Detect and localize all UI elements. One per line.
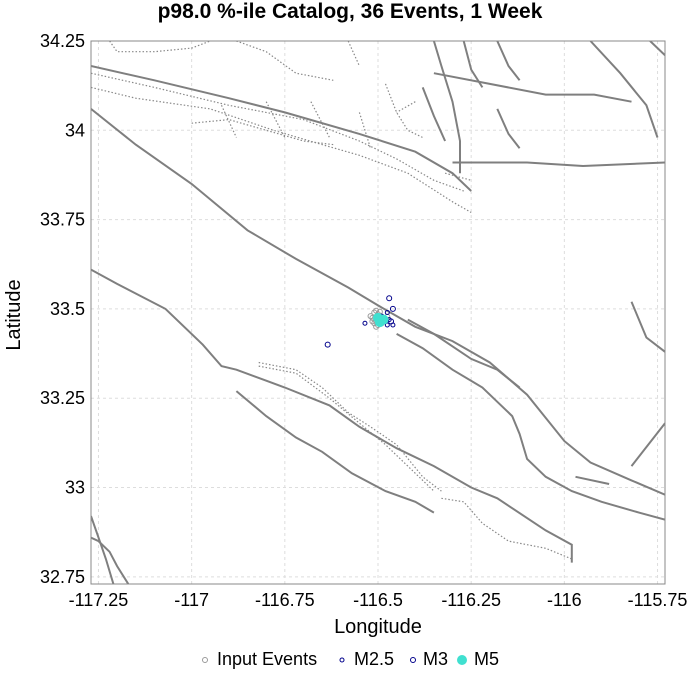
fault-dotted	[258, 361, 442, 492]
y-tick-label: 32.75	[40, 567, 85, 587]
x-tick-label: -116.75	[255, 590, 315, 610]
fault-line	[407, 318, 521, 389]
fault-dotted	[109, 41, 211, 53]
y-tick-label: 34.25	[40, 31, 85, 51]
fault-line	[433, 72, 632, 103]
x-tick-label: -116	[547, 590, 582, 610]
y-axis-label: Latitude	[3, 279, 25, 350]
fault-dotted	[91, 72, 464, 192]
fault-dotted	[384, 83, 423, 139]
fault-line	[91, 108, 665, 496]
fault-line	[396, 333, 665, 521]
m3-legend-marker	[410, 657, 416, 663]
m3-point	[389, 305, 396, 312]
fault-line	[630, 422, 665, 467]
m5-legend-label: M5	[474, 649, 499, 669]
fault-dotted	[236, 41, 334, 81]
chart-title: p98.0 %-ile Catalog, 36 Events, 1 Week	[158, 0, 543, 23]
x-tick-label: -117	[174, 590, 209, 610]
m5-legend-marker	[457, 655, 467, 665]
fault-line	[649, 41, 665, 57]
fault-line	[91, 536, 130, 584]
fault-line	[462, 41, 484, 88]
fault-line	[496, 108, 521, 149]
grid-lines	[91, 40, 665, 584]
fault-line	[630, 301, 665, 353]
fault-line	[575, 475, 610, 485]
fault-line	[91, 515, 115, 584]
x-tick-label: -116.25	[441, 590, 501, 610]
y-tick-labels: 32.75 33 33.25 33.5 33.75 34 34.25	[40, 31, 85, 587]
input-point	[367, 313, 374, 320]
fault-line	[421, 87, 447, 142]
m25-point	[384, 322, 390, 328]
m3-point	[324, 341, 331, 348]
legend: Input Events M2.5 M3 M5	[202, 649, 499, 669]
fault-dotted	[358, 112, 372, 149]
y-tick-label: 34	[65, 120, 85, 140]
fault-line	[496, 41, 521, 81]
fault-dotted	[220, 105, 237, 138]
fault-lines	[91, 41, 665, 584]
y-tick-label: 33.5	[50, 299, 85, 319]
fault-line	[235, 390, 435, 514]
fault-line	[91, 65, 472, 192]
m25-point	[384, 310, 390, 315]
fault-dotted	[258, 365, 435, 492]
x-tick-label: -116.5	[353, 590, 403, 610]
fault-line	[589, 41, 659, 138]
fault-dotted	[396, 101, 416, 113]
fault-dotted	[265, 101, 286, 138]
m25-point	[362, 320, 368, 326]
m3-point	[388, 318, 395, 325]
fault-line	[452, 161, 665, 168]
fault-dotted	[91, 86, 472, 214]
event-points	[324, 295, 396, 348]
input-legend-label: Input Events	[217, 649, 317, 669]
y-tick-label: 33	[65, 478, 85, 498]
m25-legend-marker	[339, 657, 345, 663]
x-tick-labels: -117.25 -117 -116.75 -116.5 -116.25 -116 -115.…	[69, 590, 688, 610]
fault-dotted	[441, 497, 573, 560]
m25-legend-label: M2.5	[354, 649, 394, 669]
fault-line	[432, 41, 461, 174]
fault-dotted	[191, 118, 334, 146]
fault-line	[91, 268, 573, 563]
m5-point	[378, 314, 389, 325]
x-tick-label: -115.75	[628, 590, 688, 610]
m3-legend-label: M3	[423, 649, 448, 669]
x-tick-label: -117.25	[69, 590, 129, 610]
fault-dotted	[347, 41, 360, 67]
input-legend-marker	[202, 657, 208, 663]
fault-dotted	[310, 101, 331, 138]
y-tick-label: 33.25	[40, 388, 85, 408]
fault-dotted	[444, 172, 472, 181]
m3-point	[386, 295, 393, 302]
y-tick-label: 33.75	[40, 210, 85, 230]
plot-frame	[90, 40, 666, 585]
x-axis-label: Longitude	[334, 616, 422, 638]
